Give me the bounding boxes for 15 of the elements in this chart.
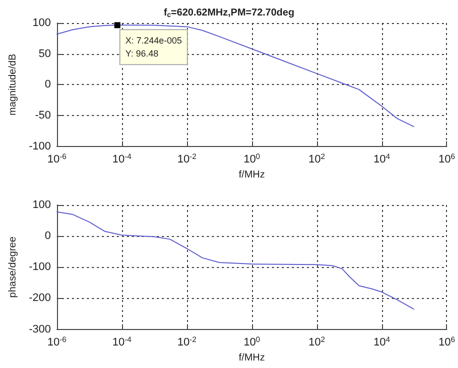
- y-tick-label: 50: [38, 48, 51, 60]
- y-tick-label: 100: [32, 199, 51, 211]
- y-axis-title: magnitude/dB: [8, 53, 18, 116]
- x-axis-title: f/MHz: [238, 170, 265, 180]
- y-tick-label: -50: [35, 109, 51, 122]
- y-tick-label: -100: [28, 140, 51, 152]
- y-axis-title: phase/degree: [8, 236, 18, 298]
- y-tick-label: -200: [28, 292, 51, 304]
- y-tick-label: -300: [28, 323, 51, 336]
- y-tick-label: 100: [32, 17, 51, 29]
- y-tick-label: 0: [44, 78, 51, 91]
- y-tick-label: 0: [44, 230, 51, 242]
- annotation: X: 7.244e-005 Y: 96.48: [125, 36, 182, 59]
- x-axis-title: f/MHz: [238, 352, 265, 364]
- y-tick-label: -100: [28, 261, 51, 274]
